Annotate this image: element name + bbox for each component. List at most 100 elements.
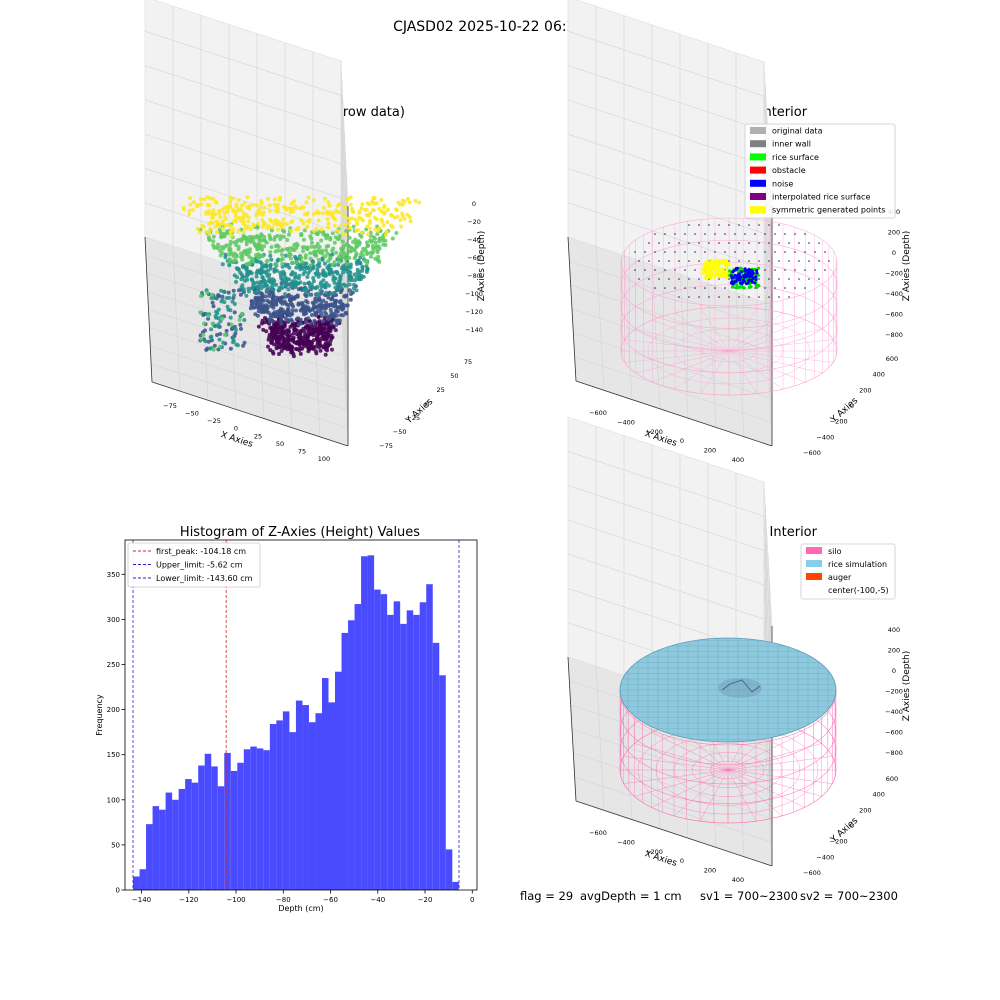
raw-data-point — [200, 290, 204, 295]
symmetric-generated-point — [724, 265, 729, 269]
grid-line — [144, 168, 349, 378]
raw-data-point — [307, 268, 312, 273]
raw-data-point — [321, 334, 326, 339]
raw-data-point — [296, 287, 301, 292]
interpolated-surface-point — [774, 251, 776, 253]
raw-data-point — [330, 270, 335, 275]
raw-data-point — [208, 227, 213, 231]
raw-data-point — [370, 199, 375, 204]
x-tick-label: −120 — [179, 896, 198, 904]
interpolated-surface-point — [788, 260, 790, 262]
raw-data-point — [291, 209, 296, 214]
symmetric-generated-point — [701, 267, 706, 271]
interpolated-surface-point — [778, 278, 780, 280]
raw-data-point — [293, 308, 298, 313]
raw-data-point — [328, 303, 333, 308]
interpolated-surface-point — [698, 260, 700, 262]
grid-line — [150, 345, 347, 411]
footer-sv1: sv1 = 700~2300 — [700, 889, 798, 903]
raw-data-point — [217, 337, 222, 342]
raw-data-point — [337, 202, 342, 207]
histogram-bar — [146, 824, 153, 890]
raw-data-point — [198, 294, 203, 299]
raw-data-point — [407, 200, 412, 205]
interpolated-surface-point — [674, 233, 676, 235]
raw-data-point — [327, 203, 332, 208]
raw-data-point — [336, 287, 341, 292]
raw-data-point — [284, 280, 289, 285]
classify-3d-axes — [567, 0, 773, 447]
raw-data-point — [308, 251, 313, 256]
symmetric-generated-point — [719, 271, 723, 275]
raw-data-point — [341, 270, 346, 275]
raw-data-point — [260, 218, 265, 223]
interpolated-surface-point — [694, 269, 696, 271]
raw-data-point — [203, 339, 208, 344]
raw-data-point — [315, 232, 320, 237]
raw-data-point — [364, 227, 369, 232]
raw-data-point — [290, 311, 295, 316]
silo-floor-spoke — [727, 769, 757, 822]
grid-line — [574, 776, 771, 843]
histogram-bar — [224, 752, 231, 890]
legend-swatch — [750, 140, 766, 148]
classify-y-tick: 600 — [886, 355, 898, 363]
raw-data-point — [277, 352, 281, 356]
raw-data-point — [364, 207, 369, 212]
histogram-bar — [172, 799, 179, 890]
raw-data-point — [289, 317, 294, 322]
legend-swatch — [750, 193, 766, 200]
raw-x-tick: 0 — [234, 425, 238, 433]
raw-z-axis-label: Z Axies (Depth) — [477, 231, 487, 302]
noise-point — [755, 271, 759, 275]
raw-data-point — [385, 207, 390, 212]
interpolated-surface-point — [778, 242, 780, 244]
raw-data-point — [345, 197, 350, 202]
raw-data-point — [359, 234, 364, 239]
raw-data-point — [286, 287, 291, 292]
symmetric-generated-point — [727, 262, 731, 266]
noise-point — [747, 268, 751, 272]
histogram-bar — [302, 705, 309, 890]
legend-swatch — [806, 560, 822, 567]
raw-data-point — [288, 252, 293, 257]
raw-data-point — [216, 242, 221, 247]
interpolated-surface-point — [754, 251, 756, 253]
classify-x-tick: −200 — [645, 428, 663, 436]
raw-data-point — [357, 215, 362, 220]
raw-data-point — [231, 338, 236, 343]
raw-data-point — [390, 236, 395, 241]
raw-data-point — [234, 204, 239, 209]
raw-data-point — [235, 275, 239, 280]
raw-data-point — [251, 223, 256, 228]
simulation-z-tick: −200 — [885, 688, 903, 696]
interpolated-surface-point — [674, 251, 676, 253]
silo-ring — [620, 217, 838, 307]
raw-data-point — [344, 242, 349, 247]
raw-data-point — [241, 215, 246, 220]
raw-data-point — [326, 267, 331, 272]
interpolated-surface-point — [738, 224, 740, 226]
raw-data-point — [321, 278, 326, 283]
raw-data-point — [268, 250, 273, 255]
raw-data-point — [322, 330, 327, 335]
classify-x-tick: 200 — [704, 447, 716, 455]
raw-data-point — [228, 250, 233, 255]
histogram-bar — [413, 614, 420, 890]
interpolated-surface-point — [734, 233, 736, 235]
raw-data-point — [305, 338, 310, 343]
interpolated-surface-point — [654, 269, 656, 271]
raw-data-point — [318, 348, 323, 353]
noise-point — [747, 279, 751, 282]
raw-data-point — [317, 304, 322, 309]
histogram-bar — [198, 765, 205, 890]
raw-data-point — [248, 234, 253, 239]
interpolated-surface-point — [678, 242, 680, 244]
raw-data-point — [342, 282, 347, 287]
raw-data-point — [229, 229, 234, 234]
raw-data-point — [222, 205, 227, 210]
silo-floor-spoke — [728, 328, 823, 352]
raw-data-point — [231, 288, 236, 293]
interpolated-surface-point — [738, 296, 740, 298]
